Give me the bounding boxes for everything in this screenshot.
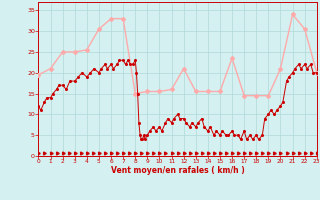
X-axis label: Vent moyen/en rafales ( km/h ): Vent moyen/en rafales ( km/h )	[111, 166, 244, 175]
